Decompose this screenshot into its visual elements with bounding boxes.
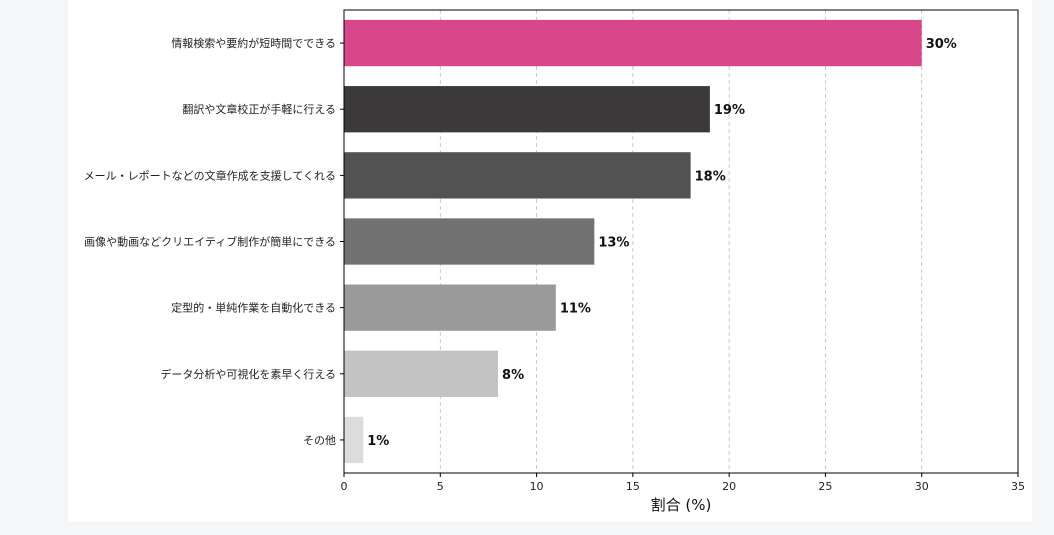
bar (344, 218, 595, 265)
value-label: 8% (502, 368, 524, 383)
x-tick-label: 10 (530, 480, 544, 493)
category-label: 画像や動画などクリエイティブ制作が簡単にできる (84, 235, 336, 249)
bar (344, 152, 691, 199)
x-tick-label: 5 (437, 480, 444, 493)
bar (344, 416, 364, 464)
plot-frame (343, 9, 1019, 474)
category-label: 定型的・単純作業を自動化できる (171, 301, 336, 315)
x-tick-label: 30 (915, 480, 929, 493)
x-tick-label: 35 (1011, 480, 1025, 493)
category-label: 情報検索や要約が短時間でできる (171, 36, 336, 50)
bars (344, 19, 922, 464)
category-label: 翻訳や文章校正が手軽に行える (182, 102, 336, 116)
bar (344, 284, 556, 331)
value-label: 13% (598, 236, 629, 251)
value-label: 30% (926, 37, 957, 52)
value-label: 1% (367, 434, 389, 449)
category-label: データ分析や可視化を素早く行える (160, 367, 336, 381)
labels: 0 5 10 15 20 25 30 35 情報検索や要約が短時間でできる 30% 翻訳や文章校正が… (84, 36, 1025, 493)
x-tick-label: 20 (722, 480, 736, 493)
x-tick-label: 25 (818, 480, 832, 493)
bar (344, 350, 499, 397)
category-label: その他 (303, 434, 336, 447)
bar (344, 19, 922, 67)
value-label: 19% (714, 103, 745, 118)
value-label: 11% (560, 302, 591, 317)
x-tick-label: 0 (341, 480, 348, 493)
x-axis-title: 割合 (%) (651, 496, 712, 514)
bar (344, 86, 710, 133)
value-label: 18% (695, 169, 726, 184)
category-label: メール・レポートなどの文章作成を支援してくれる (84, 168, 336, 182)
x-tick-label: 15 (626, 480, 640, 493)
